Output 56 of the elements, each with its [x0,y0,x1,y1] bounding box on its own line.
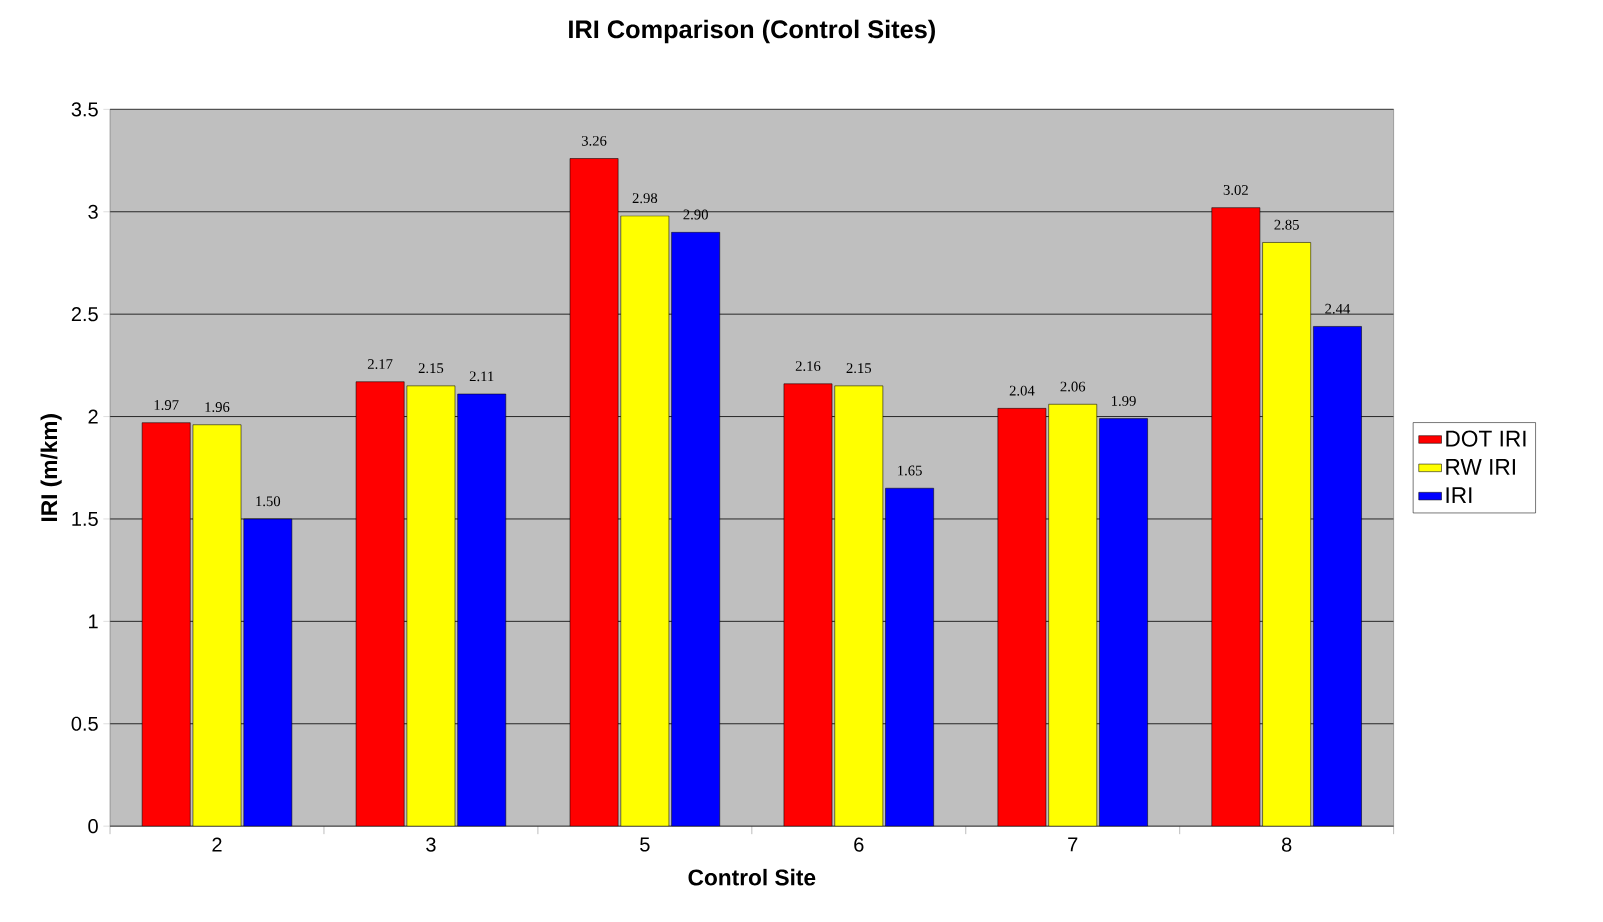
data-label: 2.85 [1274,220,1299,230]
data-label: 2.04 [1009,385,1035,396]
bar [1211,207,1261,827]
x-tick-label: 6 [854,837,864,852]
bar [1099,418,1148,827]
x-tick-label: 7 [1068,837,1078,852]
bar [1048,404,1098,827]
x-axis-title: Control Site [688,869,816,886]
y-tick-label: 0.5 [71,716,98,732]
data-label: 1.99 [1111,396,1136,407]
data-label: 2.06 [1060,381,1086,392]
y-tick-label: 2.5 [71,307,98,322]
data-label: 3.26 [581,136,607,147]
legend-label: RW IRI [1446,459,1515,475]
x-tick-label: 5 [640,837,650,852]
y-tick-label: 3.5 [71,102,98,117]
bar [243,519,292,827]
y-tick-label: 0 [88,819,98,834]
legend-label: IRI [1446,487,1472,504]
data-label: 1.65 [898,465,922,476]
bar [885,488,934,827]
bar [783,383,833,827]
bar [355,381,405,827]
y-tick-label: 1.5 [72,512,98,527]
data-label: 2.98 [632,193,658,204]
data-label: 2.17 [367,359,393,370]
bar [1313,326,1362,827]
x-tick-label: 3 [426,837,436,852]
data-label: 2.15 [418,363,444,374]
data-label: 3.02 [1223,185,1248,196]
data-label: 2.44 [1325,304,1351,314]
bar [834,385,884,827]
data-label: 2.15 [846,363,872,374]
data-label: 2.90 [683,209,708,220]
y-tick-label: 3 [88,204,98,220]
data-label: 1.96 [205,402,230,413]
data-label: 2.16 [795,361,821,372]
data-label: 2.11 [469,371,494,382]
x-tick-label: 2 [212,837,222,852]
y-tick-label: 2 [88,409,98,424]
bar [620,215,670,827]
data-label: 1.97 [154,400,179,411]
legend-label: DOT IRI [1446,430,1526,447]
bar [1262,242,1311,827]
bar [569,158,619,827]
bar [142,422,191,827]
bar [997,408,1047,827]
bar [192,424,242,827]
y-axis-title: IRI (m/km) [40,414,62,522]
x-tick-label: 8 [1281,837,1292,852]
data-label: 1.50 [256,496,281,507]
bar [671,232,720,827]
y-tick-label: 1 [89,614,98,629]
chart-title: IRI Comparison (Control Sites) [569,19,935,44]
bar [457,393,507,827]
bar [406,385,456,827]
